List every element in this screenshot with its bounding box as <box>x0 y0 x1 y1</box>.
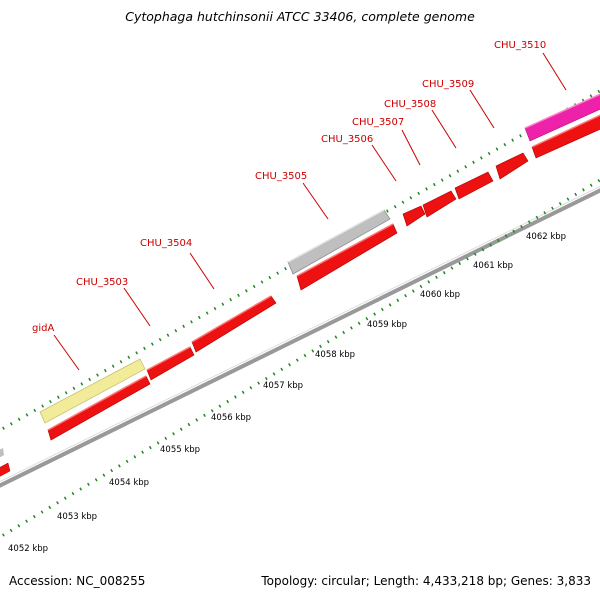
gene-CHU_3510-magenta[interactable] <box>524 92 600 142</box>
accession-text: Accession: NC_008255 <box>9 574 146 588</box>
gene-label[interactable]: CHU_3508 <box>384 99 436 110</box>
kbp-label: 4062 kbp <box>526 232 566 242</box>
gene-CHU_3505[interactable] <box>296 223 398 291</box>
gene-label[interactable]: gidA <box>32 323 54 334</box>
gene-CHU_3503[interactable] <box>47 375 151 441</box>
gene-fragment-red[interactable] <box>0 462 11 479</box>
kbp-label: 4061 kbp <box>473 261 513 271</box>
gene-gidA[interactable] <box>39 358 146 424</box>
gene-label[interactable]: CHU_3510 <box>494 40 546 51</box>
kbp-label: 4058 kbp <box>315 350 355 360</box>
gene-label[interactable]: CHU_3507 <box>352 117 404 128</box>
gene-CHU_3510[interactable] <box>531 113 600 159</box>
gene-CHU_3509[interactable] <box>495 152 529 180</box>
gene-label[interactable]: CHU_3506 <box>321 134 373 145</box>
gene-CHU_3508[interactable] <box>454 171 494 200</box>
gene-CHU_3507[interactable] <box>422 190 457 218</box>
kbp-label: 4052 kbp <box>8 544 48 554</box>
genome-summary-text: Topology: circular; Length: 4,433,218 bp… <box>261 574 591 588</box>
gene-label[interactable]: CHU_3503 <box>76 277 128 288</box>
gene-CHU_3506[interactable] <box>402 205 426 227</box>
gene-CHU_3505-grey[interactable] <box>287 209 391 275</box>
kbp-label: 4053 kbp <box>57 512 97 522</box>
inner-tick-track <box>0 178 600 539</box>
gene-label[interactable]: CHU_3504 <box>140 238 192 249</box>
gene-label-leaders <box>53 52 567 371</box>
kbp-label: 4054 kbp <box>109 478 149 488</box>
kbp-label: 4056 kbp <box>211 413 251 423</box>
kbp-label: 4060 kbp <box>420 290 460 300</box>
kbp-label: 4057 kbp <box>263 381 303 391</box>
kbp-label: 4055 kbp <box>160 445 200 455</box>
genome-backbone <box>0 185 600 488</box>
map-title: Cytophaga hutchinsonii ATCC 33406, compl… <box>125 9 475 24</box>
kbp-label: 4059 kbp <box>367 320 407 330</box>
gene-fragment-grey[interactable] <box>0 448 4 460</box>
gene-label[interactable]: CHU_3509 <box>422 79 474 90</box>
gene-label[interactable]: CHU_3505 <box>255 171 307 182</box>
gene-CHU_3504[interactable] <box>146 295 277 381</box>
